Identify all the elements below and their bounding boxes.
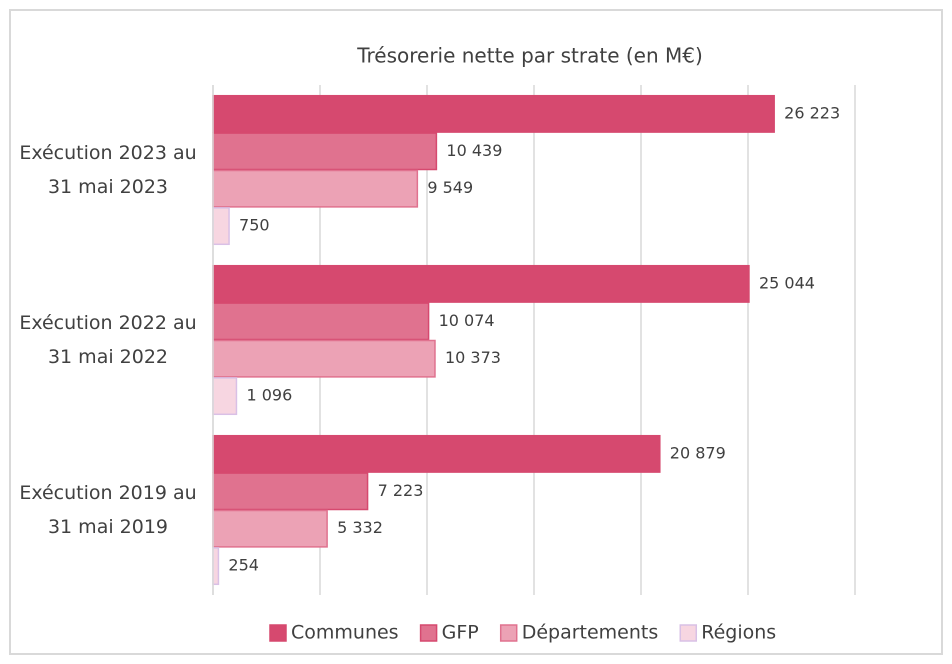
- data-label: 9 549: [427, 178, 473, 197]
- bar: [212, 377, 238, 416]
- bar: [212, 547, 220, 586]
- bar: [212, 132, 438, 171]
- legend-swatch: [679, 624, 698, 642]
- legend-swatch: [499, 624, 518, 642]
- data-label: 10 074: [439, 311, 495, 330]
- data-label: 20 879: [670, 443, 726, 462]
- data-label: 254: [228, 556, 259, 575]
- bar: [212, 207, 230, 246]
- bar: [212, 509, 328, 548]
- legend-label: Départements: [522, 622, 659, 644]
- y-tick-label: Exécution 2022 au 31 mai 2022: [19, 312, 197, 368]
- y-tick-label: Exécution 2019 au 31 mai 2019: [19, 482, 197, 538]
- bar: [212, 434, 661, 473]
- bar: [212, 302, 430, 341]
- data-label: 5 332: [337, 518, 383, 537]
- bar: [212, 94, 775, 133]
- chart-title: Trésorerie nette par strate (en M€): [356, 44, 703, 68]
- legend-label: Communes: [291, 622, 399, 644]
- bar: [212, 472, 369, 511]
- data-label: 10 373: [445, 348, 501, 367]
- bar: [212, 169, 419, 208]
- legend-swatch: [419, 624, 438, 642]
- bar: [212, 339, 436, 378]
- data-label: 10 439: [446, 141, 502, 160]
- data-label: 1 096: [246, 386, 292, 405]
- data-label: 26 223: [784, 103, 840, 122]
- legend-label: Régions: [701, 622, 776, 644]
- data-label: 7 223: [378, 481, 424, 500]
- y-tick-label: Exécution 2023 au 31 mai 2023: [19, 142, 197, 198]
- data-label: 25 044: [759, 273, 815, 292]
- legend-swatch: [269, 624, 287, 642]
- legend-label: GFP: [442, 622, 479, 644]
- data-label: 750: [239, 216, 270, 235]
- bar: [212, 264, 750, 303]
